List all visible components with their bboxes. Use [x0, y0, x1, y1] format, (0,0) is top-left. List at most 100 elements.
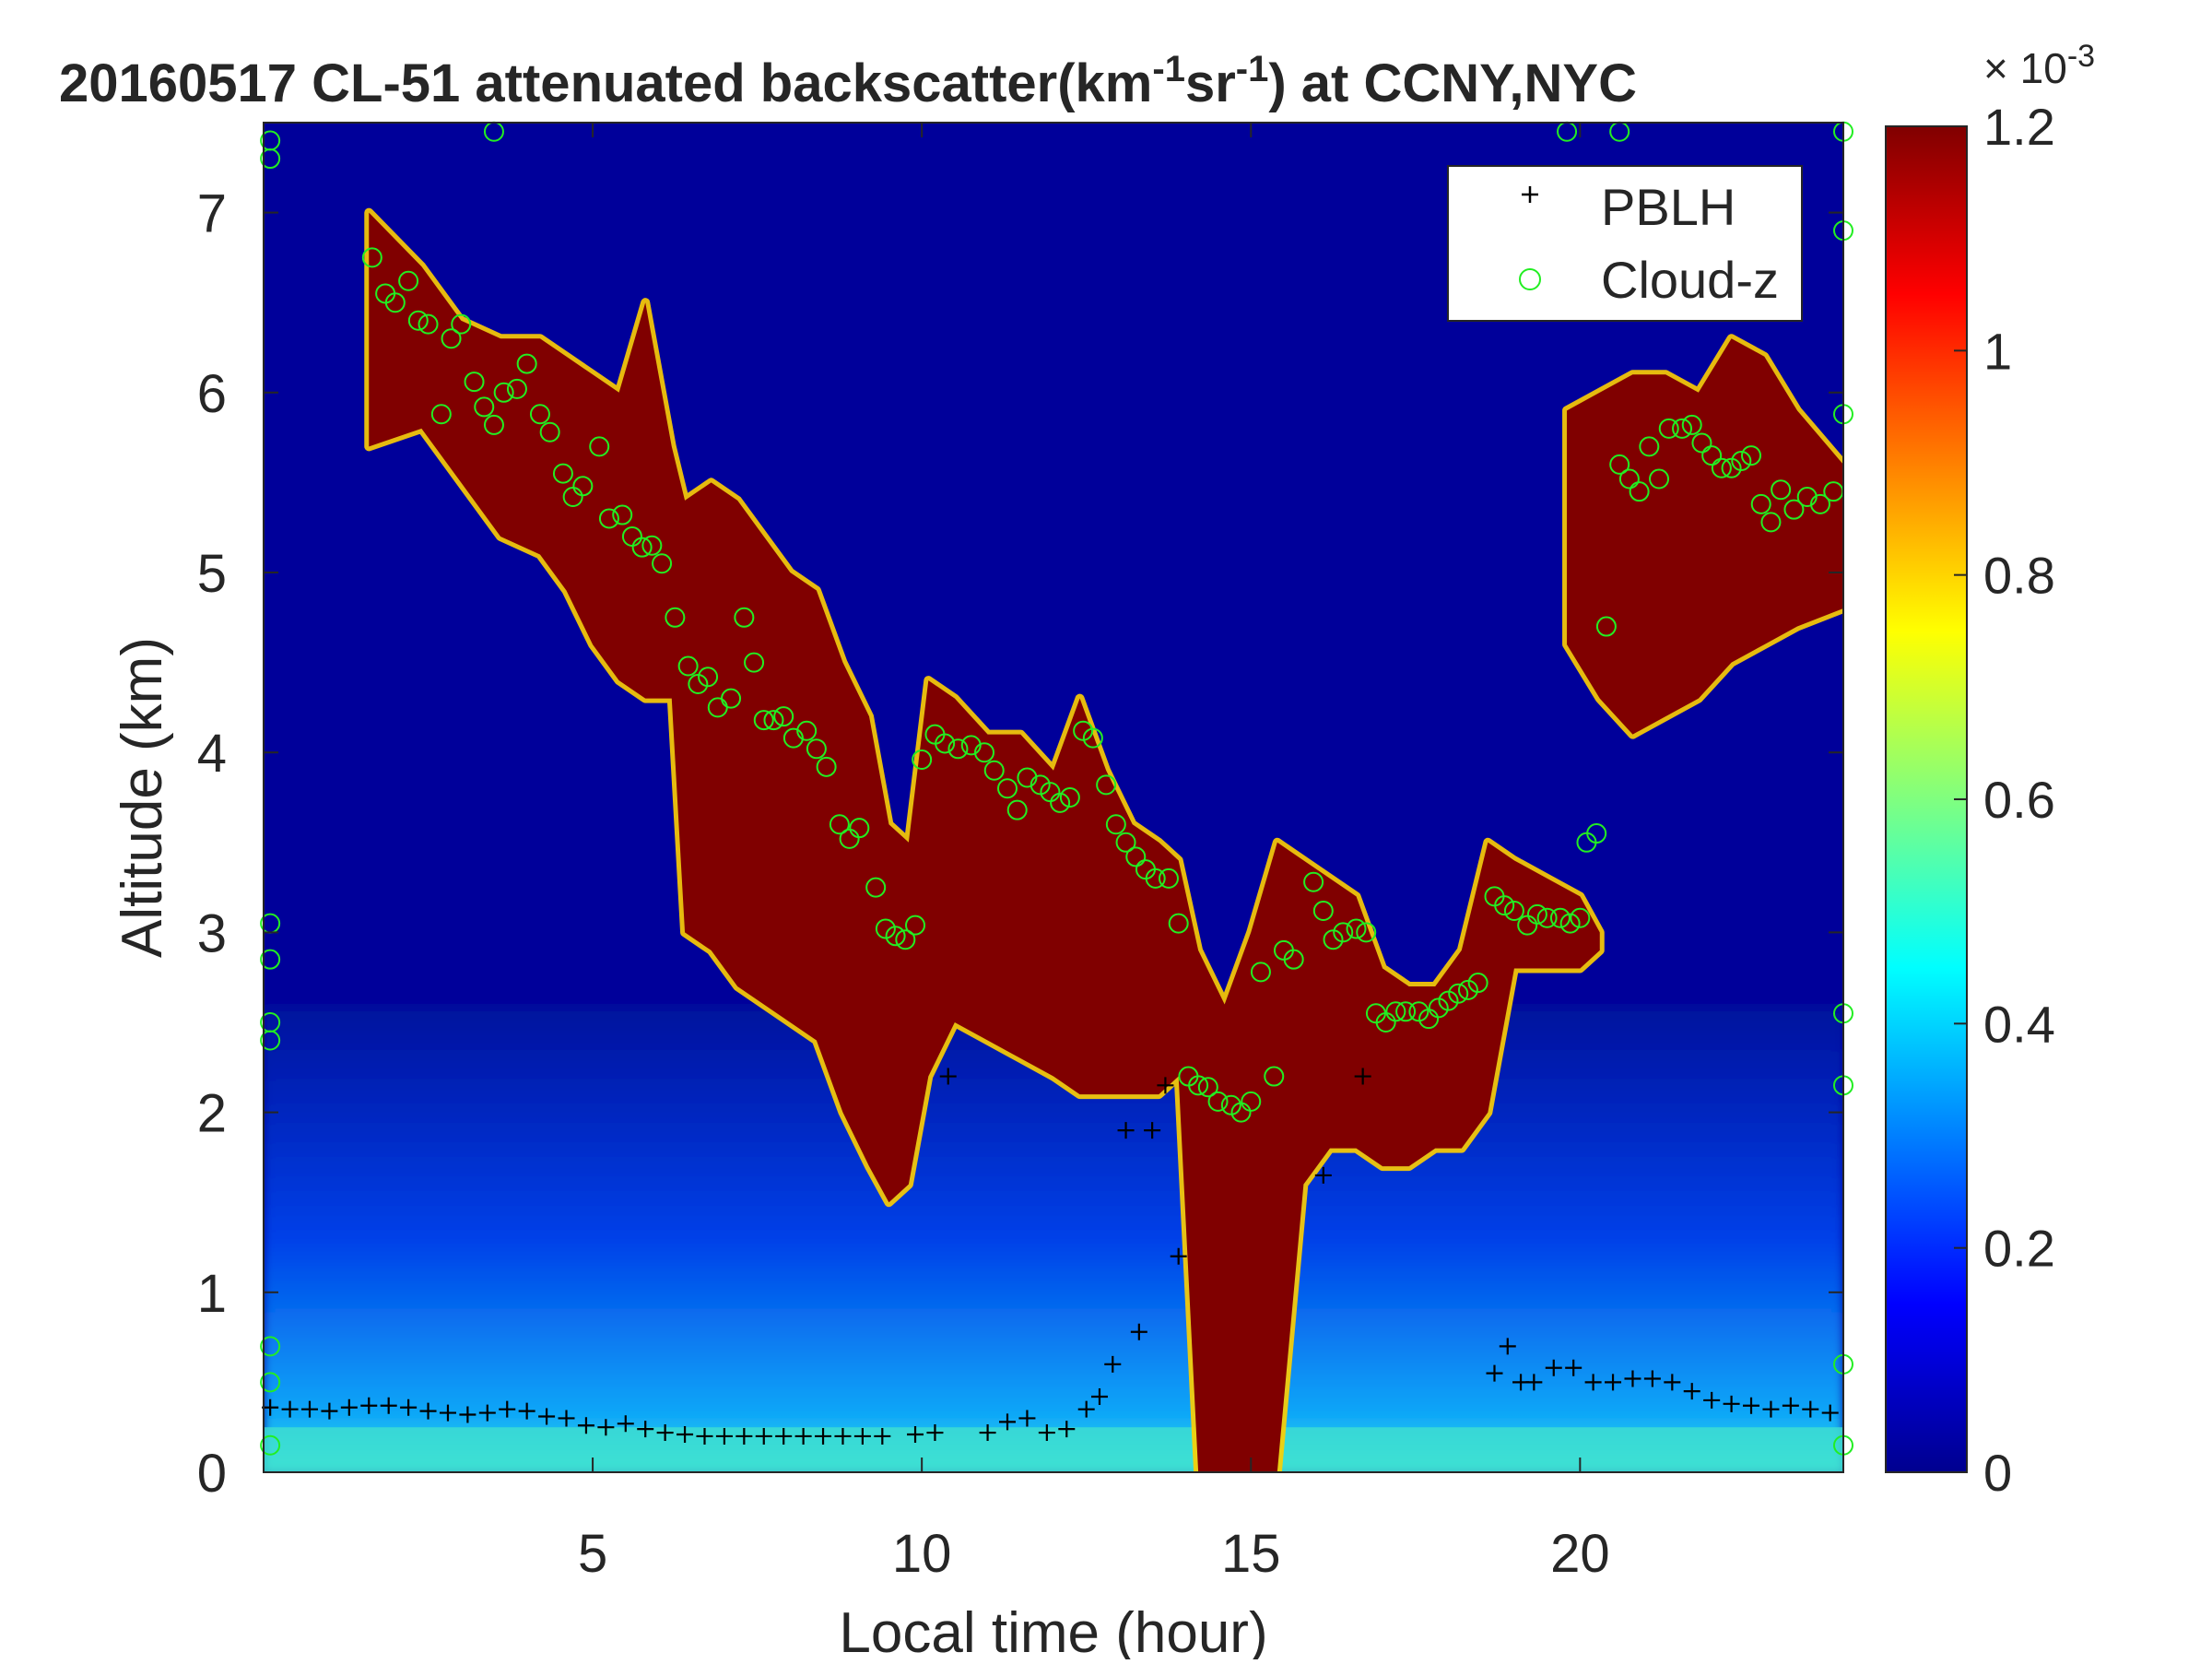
pblh-marker	[360, 1397, 378, 1414]
cloud-z-marker	[947, 738, 969, 760]
y-tick-label: 6	[197, 364, 227, 424]
cloud-z-marker	[1241, 1091, 1262, 1112]
cloud-z-marker	[483, 414, 504, 435]
colorbar-tick-label: 0	[1983, 1444, 2012, 1502]
cloud-z-marker	[1750, 493, 1771, 514]
cloud-z-marker	[260, 1336, 281, 1357]
pblh-marker	[1499, 1338, 1516, 1355]
cloud-z-marker	[806, 738, 827, 760]
pblh-marker	[926, 1424, 944, 1442]
cloud-z-marker	[589, 436, 610, 457]
pblh-marker	[1117, 1122, 1135, 1139]
y-axis-label: Altitude (km)	[111, 637, 174, 958]
cloud-z-marker	[1125, 846, 1147, 867]
colorbar-multiplier: × 10-3	[1983, 39, 2095, 92]
cloud-z-marker	[1158, 867, 1179, 889]
pblh-marker	[1486, 1364, 1503, 1382]
pblh-marker	[1077, 1400, 1095, 1418]
cloud-z-marker	[1672, 418, 1693, 439]
cloud-z-marker	[1385, 1001, 1406, 1022]
y-tick-label: 1	[197, 1264, 227, 1324]
cloud-z-marker	[260, 949, 281, 970]
pblh-marker	[597, 1419, 615, 1436]
y-tick-label: 4	[197, 724, 227, 784]
cloud-z-marker	[1050, 792, 1071, 813]
cloud-z-marker	[1526, 903, 1547, 925]
cloud-z-marker	[1796, 487, 1818, 508]
heatmap-area	[264, 123, 1843, 1472]
pblh-marker	[400, 1398, 418, 1416]
pblh-marker	[1605, 1374, 1622, 1391]
cloud-z-marker	[1283, 949, 1304, 970]
y-tick-label: 5	[197, 544, 227, 604]
cloud-z-marker	[1536, 907, 1558, 928]
cloud-z-marker	[1356, 922, 1377, 943]
colorbar: × 10-3 0 0.2 0.4 0.6 0.8 1 1.2	[1885, 39, 2095, 1502]
y-tick-label: 3	[197, 903, 227, 963]
cloud-z-marker	[1711, 457, 1732, 478]
aerosol-layer	[264, 1004, 1843, 1472]
pblh-marker	[1058, 1421, 1076, 1438]
colorbar-tick-label: 0.6	[1983, 771, 2055, 829]
legend-box	[1447, 165, 1803, 322]
cloud-z-marker	[1609, 454, 1630, 475]
cloud-z-marker	[1145, 867, 1166, 889]
cloud-z-marker	[1250, 962, 1271, 983]
cloud-z-marker	[753, 710, 774, 731]
pblh-marker	[1545, 1359, 1562, 1376]
pblh-marker	[321, 1402, 338, 1420]
cloud-z-marker	[384, 292, 406, 313]
cloud-z-marker	[721, 688, 742, 709]
pblh-marker	[380, 1397, 397, 1414]
cloud-z-marker	[1059, 787, 1080, 808]
cloud-z-marker	[1494, 895, 1515, 916]
x-tick-label: 5	[578, 1524, 607, 1584]
cloud-z-marker	[1346, 918, 1367, 939]
legend: PBLH Cloud-z	[1447, 165, 1803, 322]
cloud-z-marker	[734, 607, 755, 628]
pblh-marker	[999, 1413, 1017, 1431]
pblh-marker	[1643, 1370, 1661, 1387]
pblh-marker	[677, 1426, 694, 1444]
pblh-marker	[1723, 1395, 1740, 1412]
cloud-z-marker	[763, 710, 784, 731]
cloud-z-marker	[1549, 907, 1571, 928]
pblh-marker	[1157, 1077, 1174, 1094]
cloud-z-marker	[796, 720, 818, 741]
pblh-marker	[939, 1068, 957, 1085]
pblh-marker	[558, 1410, 575, 1427]
cloud-z-marker	[905, 915, 926, 936]
cloud-z-marker	[398, 270, 419, 291]
cloud-z-marker	[260, 1030, 281, 1051]
cloud-z-marker	[1207, 1091, 1229, 1112]
cloud-z-marker	[552, 463, 573, 484]
cloud-z-marker	[652, 553, 673, 574]
cloud-z-marker	[997, 778, 1018, 799]
x-tick-label: 10	[892, 1524, 952, 1584]
cloud-z-marker	[1701, 445, 1723, 466]
pblh-marker	[1664, 1374, 1681, 1391]
pblh-marker	[538, 1408, 556, 1425]
cloud-z-marker	[782, 727, 804, 749]
cloud-z-marker	[1312, 900, 1334, 921]
cloud-z-marker	[1649, 468, 1670, 490]
pblh-marker	[1624, 1370, 1641, 1387]
cloud-z-marker	[1082, 727, 1103, 749]
x-axis-label: Local time (hour)	[839, 1601, 1267, 1659]
pblh-marker	[1683, 1383, 1700, 1400]
cloud-z-marker	[935, 733, 956, 754]
pblh-marker	[1762, 1400, 1780, 1418]
legend-cloud-marker	[1519, 268, 1541, 290]
cloud-z-marker	[1618, 468, 1640, 490]
plot-frame	[263, 122, 1844, 1473]
pblh-marker	[439, 1404, 456, 1422]
surface-layer	[264, 1427, 1843, 1472]
pblh-marker	[637, 1421, 654, 1438]
cloud-z-marker	[1197, 1077, 1218, 1098]
pblh-marker	[755, 1427, 772, 1445]
cloud-z-marker	[1810, 493, 1831, 514]
cloud-z-marker	[641, 535, 663, 556]
legend-pblh-marker	[1522, 186, 1538, 203]
pblh-marker	[1130, 1323, 1147, 1340]
